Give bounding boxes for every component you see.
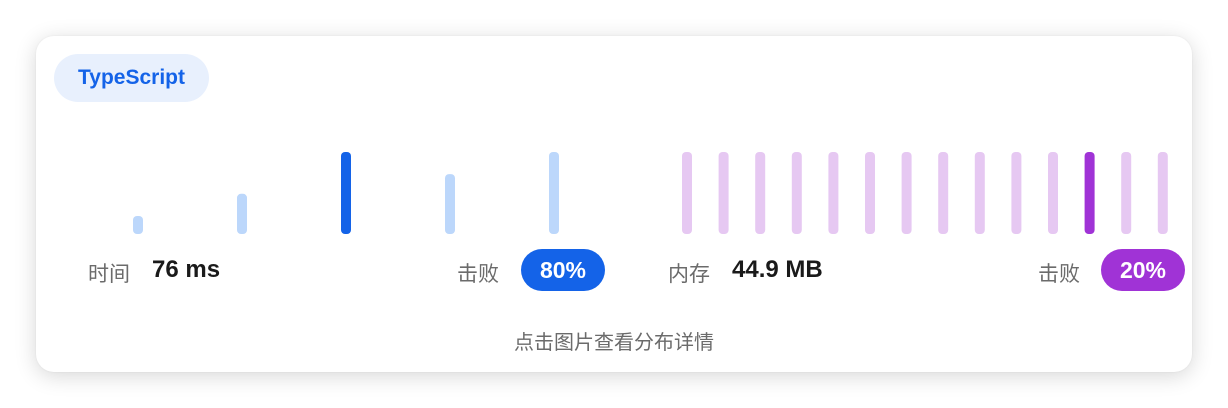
memory-label: 内存 [668, 263, 710, 286]
memory-value: 44.9 MB [732, 256, 823, 283]
memory-bar [718, 152, 729, 234]
memory-bar [938, 152, 949, 234]
memory-beat-badge: 20% [1101, 249, 1185, 291]
memory-distribution-bars [682, 152, 1168, 234]
memory-bar [1048, 152, 1058, 234]
language-badge[interactable]: TypeScript [54, 54, 209, 102]
result-card[interactable]: TypeScript 时间 76 ms 击败 80% 内存 44.9 MB 击败… [36, 36, 1192, 372]
time-bar [237, 193, 247, 234]
time-bar [445, 174, 455, 234]
memory-beat-label: 击败 [1038, 263, 1080, 286]
memory-bar [865, 152, 875, 234]
memory-bar [828, 152, 839, 234]
memory-bar [682, 152, 692, 234]
time-beat-badge: 80% [521, 249, 605, 291]
distribution-chart[interactable] [36, 136, 1192, 236]
memory-bar [755, 152, 766, 234]
time-bar-current [341, 152, 351, 234]
memory-bar [901, 152, 912, 234]
memory-bar [1121, 152, 1132, 234]
time-bar [133, 216, 143, 234]
memory-bar [1157, 152, 1168, 234]
time-beat-label: 击败 [457, 263, 499, 286]
time-bar [549, 152, 559, 234]
memory-bar [791, 152, 802, 234]
memory-bar [974, 152, 985, 234]
time-label: 时间 [88, 263, 130, 286]
memory-bar [1011, 152, 1022, 234]
time-value: 76 ms [152, 256, 221, 283]
distribution-hint[interactable]: 点击图片查看分布详情 [514, 332, 714, 354]
memory-bar-current [1084, 152, 1095, 234]
time-distribution-bars [133, 152, 559, 234]
